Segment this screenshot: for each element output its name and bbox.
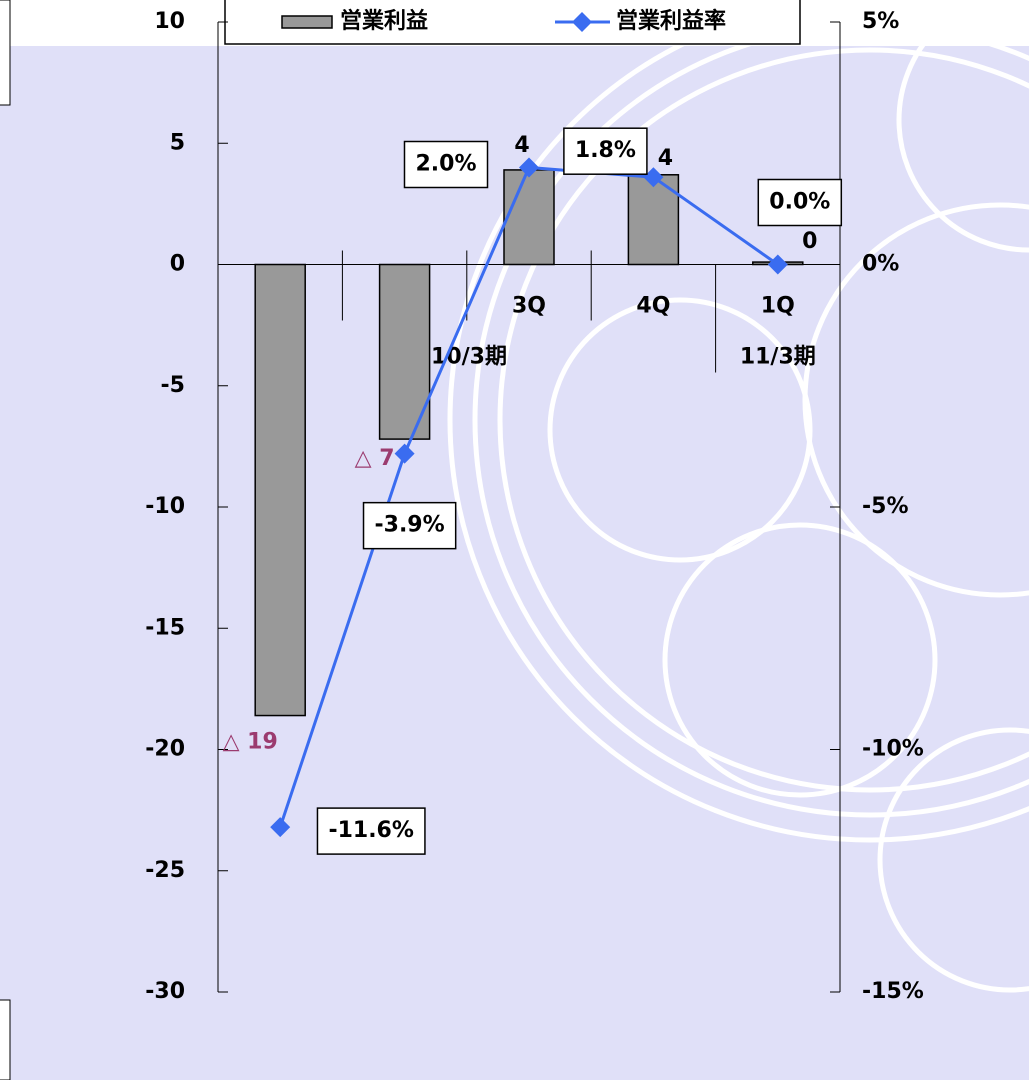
y-tick-label: -10: [145, 494, 185, 519]
bar-value-label: 4: [514, 133, 529, 158]
group-label: 11/3期: [740, 345, 816, 370]
legend-marker: [572, 12, 592, 32]
legend-swatch: [281, 15, 333, 29]
decoration: [447, 0, 1029, 993]
bar-value-label: △ 7: [355, 446, 395, 471]
bar: [254, 263, 306, 717]
legend-label: 営業利益率: [616, 8, 726, 34]
y-tick-label: 5: [170, 130, 185, 155]
y-tick-label: -30: [145, 979, 185, 1004]
line-value-label: -11.6%: [328, 818, 413, 843]
x-tick-label: 3Q: [512, 294, 546, 319]
x-tick-label: 1Q: [761, 294, 795, 319]
y2-tick-label: -15%: [862, 979, 924, 1004]
bar: [503, 169, 555, 266]
y2-tick-label: -10%: [862, 737, 924, 762]
side-box: [0, 999, 11, 1080]
line-value-label: 1.8%: [575, 138, 636, 163]
line-marker: [643, 167, 664, 188]
side-box: [0, 0, 11, 106]
y-tick-label: -15: [145, 615, 185, 640]
legend-label: 営業利益: [340, 8, 428, 34]
y2-tick-label: 0%: [862, 252, 899, 277]
bar: [378, 263, 431, 440]
bar-value-label: 4: [658, 146, 673, 171]
y-tick-label: -5: [161, 373, 185, 398]
label-box: [316, 807, 426, 855]
bar-value-label: 0: [802, 229, 817, 254]
y-tick-label: -25: [145, 858, 185, 883]
line-value-label: 0.0%: [769, 190, 830, 215]
line-marker: [394, 443, 415, 464]
line-value-label: -3.9%: [375, 513, 445, 538]
label-box: [757, 178, 843, 227]
y-tick-label: 0: [170, 252, 185, 277]
y2-tick-label: 5%: [862, 9, 899, 34]
line-marker: [270, 817, 291, 838]
y2-tick-label: -5%: [862, 494, 908, 519]
y-tick-label: 10: [154, 9, 185, 34]
x-tick-label: 4Q: [636, 294, 670, 319]
line-marker: [519, 157, 539, 178]
line-value-label: 2.0%: [415, 152, 476, 177]
label-box: [362, 501, 457, 550]
bar-value-label: △ 19: [223, 730, 278, 755]
label-box: [403, 140, 489, 189]
line-marker: [767, 254, 788, 275]
y-tick-label: -20: [145, 737, 185, 762]
label-box: [563, 127, 648, 175]
